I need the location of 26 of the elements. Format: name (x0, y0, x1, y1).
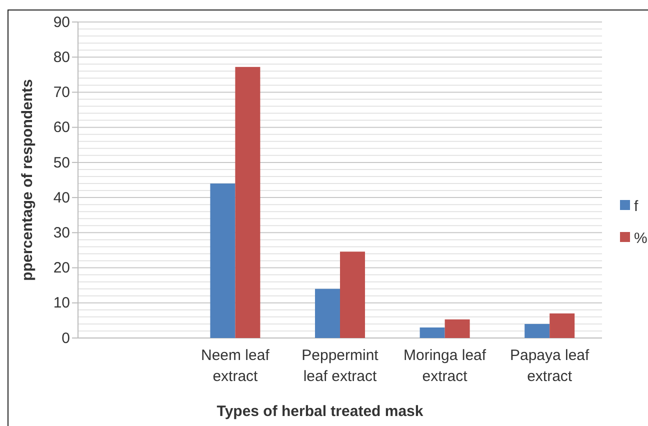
x-tick-label: Peppermint leaf extract (302, 347, 380, 385)
bar (524, 324, 550, 338)
bar (210, 184, 236, 338)
bar (235, 66, 260, 338)
x-tick-label: Moringa leaf extract (404, 347, 487, 385)
y-tick-label: 50 (53, 154, 70, 172)
x-axis-title: Types of herbal treated mask (216, 403, 424, 420)
y-tick-label: 80 (53, 48, 70, 66)
bar (315, 288, 340, 338)
y-tick-label: 10 (53, 294, 70, 312)
y-tick-label: 40 (53, 189, 70, 206)
bar (420, 327, 445, 338)
bar (550, 313, 575, 338)
y-tick-label: 30 (53, 224, 70, 242)
y-tick-label: 60 (53, 119, 70, 136)
bar (340, 252, 365, 338)
y-axis-title: ppercentage of respondents (19, 79, 36, 281)
x-tick-label: Neem leaf extract (201, 347, 270, 385)
y-tick-label: 0 (62, 330, 70, 347)
legend-label: f (634, 198, 639, 215)
legend-label: % (634, 230, 648, 247)
y-tick-label: 90 (53, 14, 70, 31)
x-tick-label: Papaya leaf extract (510, 347, 590, 385)
bar (444, 319, 470, 338)
y-tick-label: 20 (53, 260, 70, 277)
y-tick-label: 70 (53, 84, 70, 102)
